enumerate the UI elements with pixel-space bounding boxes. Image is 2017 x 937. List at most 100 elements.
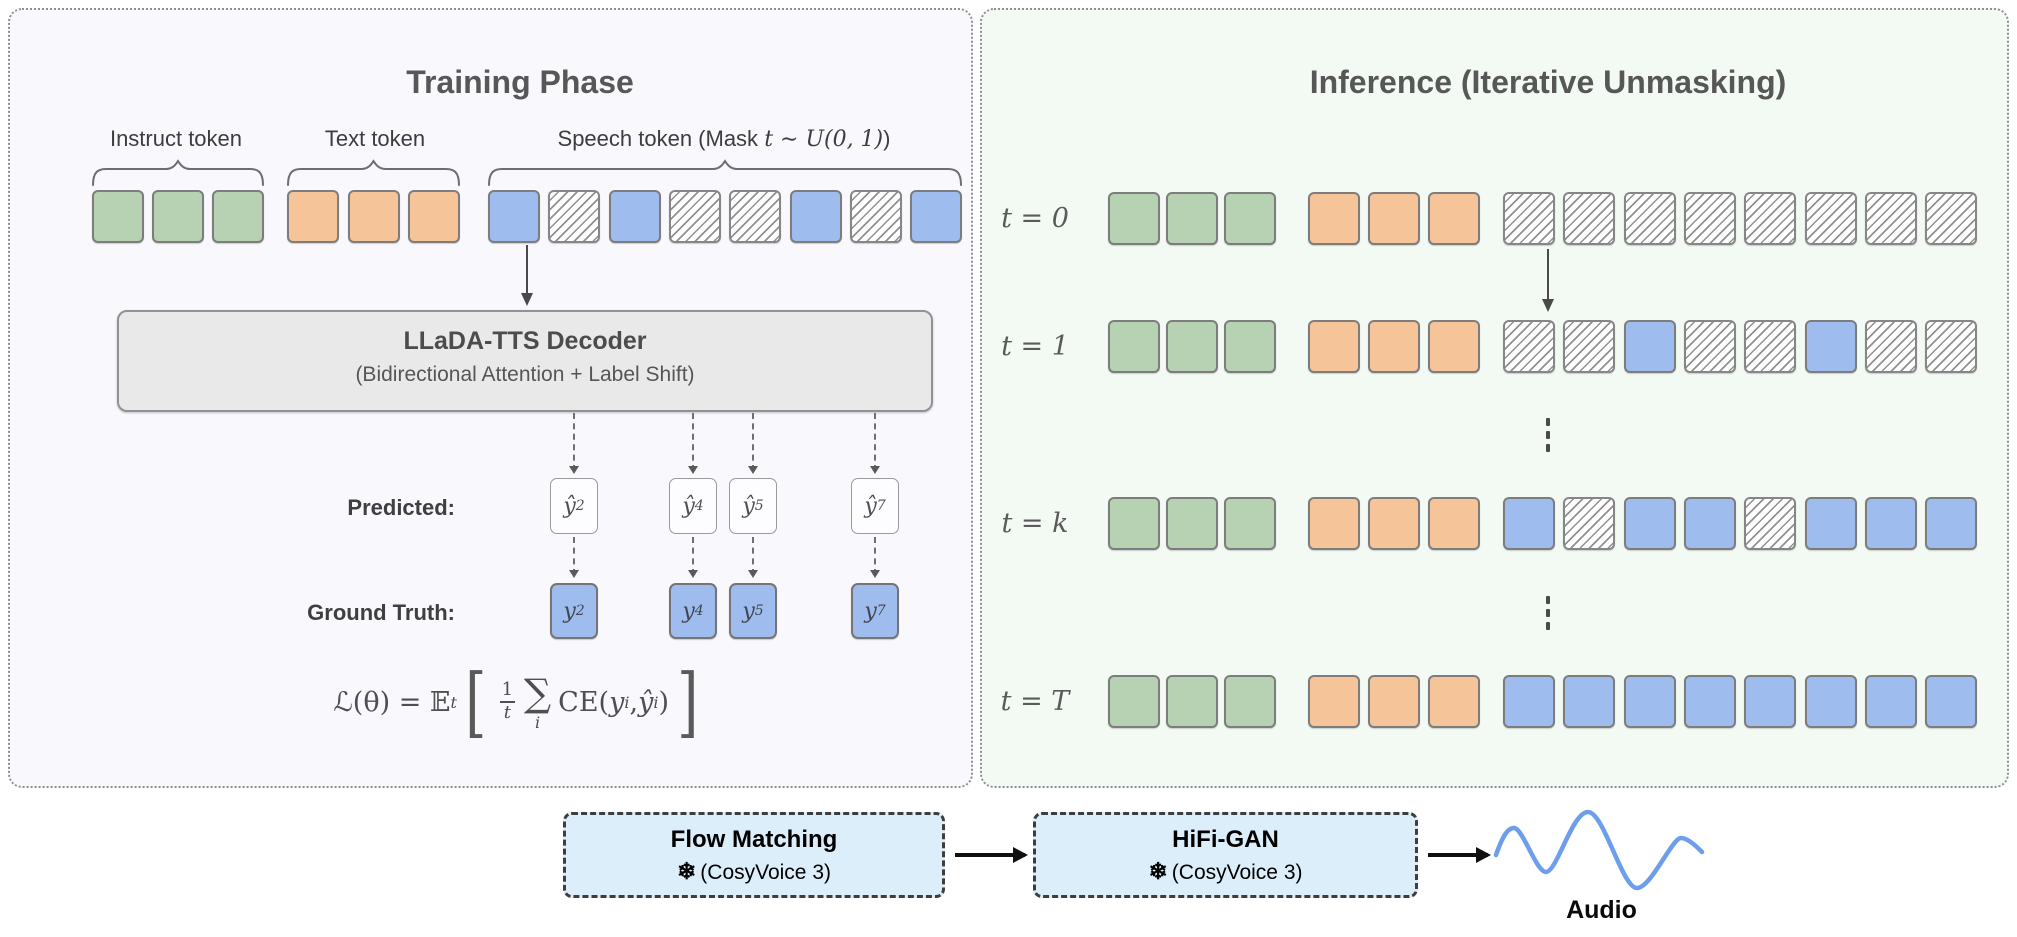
token-mask — [1865, 192, 1917, 245]
dashed-arrow-down-icon — [568, 413, 579, 474]
dashed-arrow-down-icon — [568, 537, 579, 578]
token-mask — [1503, 192, 1555, 245]
formula-yhat: ŷ — [638, 686, 654, 718]
token-mask — [1744, 192, 1796, 245]
audio-waveform — [1493, 809, 1705, 891]
token-orange — [1308, 192, 1360, 245]
token-blue — [1624, 675, 1676, 728]
token-blue — [1744, 675, 1796, 728]
token-green — [1108, 675, 1160, 728]
token-green — [1166, 497, 1218, 550]
dashed-arrow-down-icon — [687, 537, 698, 578]
flow-matching-title: Flow Matching — [670, 826, 838, 853]
token-blue — [1805, 320, 1857, 373]
token-orange — [1308, 497, 1360, 550]
token-orange — [1368, 675, 1420, 728]
token-orange — [1428, 192, 1480, 245]
token-blue — [1684, 497, 1736, 550]
brace-icon — [488, 159, 962, 186]
formula-y: y — [609, 686, 625, 718]
speech-label-math: t ∼ U(0, 1) — [764, 127, 884, 152]
token-green — [1108, 497, 1160, 550]
brace-icon — [92, 159, 264, 186]
decoder-subtitle: (Bidirectional Attention + Label Shift) — [355, 363, 695, 386]
training-title: Training Phase — [406, 64, 634, 100]
token-mask — [548, 190, 600, 243]
snowflake-icon: ❄ — [1148, 858, 1168, 884]
token-orange — [1428, 320, 1480, 373]
token-green — [1224, 192, 1276, 245]
token-mask — [1563, 497, 1615, 550]
token-green — [1108, 320, 1160, 373]
token-orange — [1308, 320, 1360, 373]
formula-fraction: 1 t — [499, 680, 516, 723]
formula-lhs: ℒ(θ) = 𝔼 — [333, 686, 451, 718]
audio-label: Audio — [1566, 896, 1637, 924]
token-orange — [1368, 192, 1420, 245]
snowflake-icon: ❄ — [677, 858, 697, 884]
token-blue — [1865, 497, 1917, 550]
token-mask — [1744, 497, 1796, 550]
arrow-down-icon — [1542, 249, 1554, 312]
formula-expectation-sub: t — [450, 692, 457, 712]
formula-comma: , — [629, 686, 639, 718]
token-blue — [1624, 497, 1676, 550]
speech-label-prefix: Speech token (Mask — [557, 126, 765, 151]
ground-truth-label: Ground Truth: — [307, 600, 455, 625]
token-blue — [1805, 675, 1857, 728]
flow-matching-box: Flow Matching ❄ (CosyVoice 3) — [563, 812, 945, 898]
token-mask — [1684, 320, 1736, 373]
token-orange — [1308, 675, 1360, 728]
dashed-arrow-down-icon — [687, 413, 698, 474]
flow-matching-subtitle-text: (CosyVoice 3) — [700, 861, 831, 884]
token-mask — [1805, 192, 1857, 245]
token-mask — [1925, 320, 1977, 373]
instruct-token-label: Instruct token — [109, 126, 243, 151]
fraction-denominator: t — [503, 702, 511, 723]
token-green — [152, 190, 204, 243]
decoder-box: LLaDA-TTS Decoder (Bidirectional Attenti… — [117, 310, 933, 412]
dashed-arrow-down-icon — [869, 413, 880, 474]
token-mask — [1503, 320, 1555, 373]
token-orange — [1428, 675, 1480, 728]
token-blue — [1684, 675, 1736, 728]
flow-matching-subtitle: ❄ (CosyVoice 3) — [566, 858, 942, 885]
token-green — [1166, 675, 1218, 728]
arrow-down-icon — [521, 245, 533, 306]
decoder-title: LLaDA-TTS Decoder — [403, 327, 647, 355]
token-blue — [1925, 675, 1977, 728]
inference-panel — [980, 8, 2009, 788]
speech-token-label: Speech token (Mask t ∼ U(0, 1)) — [474, 126, 974, 152]
inference-title: Inference (Iterative Unmasking) — [1309, 64, 1787, 100]
sigma-symbol: ∑ — [524, 670, 552, 715]
vertical-ellipsis-icon — [1546, 418, 1550, 457]
token-orange — [408, 190, 460, 243]
token-blue — [1925, 497, 1977, 550]
token-mask — [669, 190, 721, 243]
formula-close-bracket: ] — [677, 657, 699, 746]
formula-yhat-sub: i — [653, 692, 659, 712]
token-blue — [1563, 675, 1615, 728]
dashed-arrow-down-icon — [869, 537, 880, 578]
token-orange — [348, 190, 400, 243]
dashed-arrow-down-icon — [747, 537, 758, 578]
formula-y-sub: i — [624, 692, 630, 712]
token-blue — [1865, 675, 1917, 728]
token-mask — [850, 190, 902, 243]
token-mask — [1563, 192, 1615, 245]
predicted-label: Predicted: — [347, 495, 455, 520]
token-green — [212, 190, 264, 243]
row-label-t1: t = 1 — [1001, 331, 1069, 362]
formula-ce: CE( — [558, 686, 610, 718]
hifi-gan-subtitle-text: (CosyVoice 3) — [1171, 861, 1303, 884]
text-token-label: Text token — [324, 126, 426, 151]
row-label-tT: t = T — [1000, 686, 1070, 717]
token-blue — [1503, 675, 1555, 728]
